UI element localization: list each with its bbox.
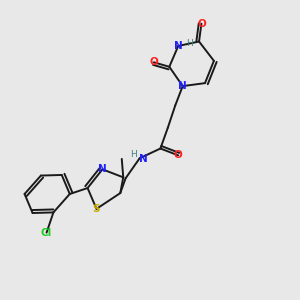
Text: O: O (197, 19, 206, 29)
Text: H: H (186, 38, 193, 47)
Text: N: N (139, 154, 148, 164)
Text: O: O (149, 57, 158, 67)
Text: N: N (174, 41, 183, 51)
Text: S: S (93, 204, 100, 214)
Text: N: N (98, 164, 107, 174)
Text: O: O (174, 150, 183, 160)
Text: Cl: Cl (41, 228, 52, 238)
Text: H: H (130, 150, 136, 159)
Text: N: N (178, 81, 187, 91)
